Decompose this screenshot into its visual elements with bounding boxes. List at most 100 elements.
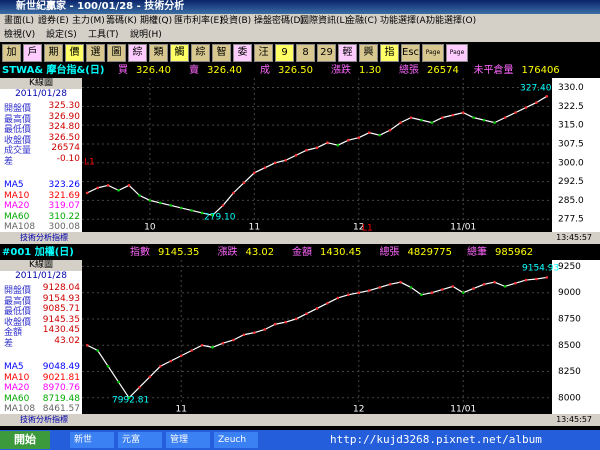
y-tick-label: 9000 — [558, 288, 581, 298]
price-point — [357, 136, 361, 139]
price-point — [294, 153, 298, 157]
chart: 330.0 322.5 315.0 307.5 300.0 292.5 285.0 277.5… — [82, 78, 600, 232]
task-item[interactable]: Zeuch — [214, 432, 258, 448]
menu-item[interactable]: 金融(C) — [346, 16, 378, 26]
ma-value: 319.07 — [48, 201, 81, 211]
toolbar-button[interactable]: 8 — [296, 44, 315, 62]
row-label: 收盤價 — [4, 317, 32, 328]
price-point — [253, 171, 256, 175]
menu-item[interactable]: 說明(H) — [130, 30, 162, 40]
y-tick-label: 307.5 — [558, 139, 584, 149]
ma-value: 8461.57 — [42, 404, 80, 414]
ma-label: MA5 — [4, 180, 24, 190]
menu-item[interactable]: 期權(Q) — [140, 16, 173, 26]
toolbar-button[interactable]: 類 — [149, 44, 168, 62]
price-point — [514, 111, 517, 114]
price-line — [86, 95, 548, 216]
price-point — [503, 285, 507, 288]
price-point — [451, 285, 455, 288]
menu-item[interactable]: 主力(M) — [72, 16, 105, 26]
start-button[interactable]: 開始 — [0, 431, 50, 449]
price-point — [263, 328, 267, 331]
y-tick-label: 322.5 — [558, 102, 584, 112]
toolbar-button[interactable]: 汪 — [254, 44, 273, 62]
panel-header: #001 加權(日) 指數 9145.35 漲跌 43.02 金額 1430.45 總張 482… — [0, 246, 600, 260]
price-point — [430, 121, 434, 124]
toolbar-button[interactable]: 綜 — [191, 44, 210, 62]
price-point — [347, 293, 350, 297]
menu-item[interactable]: 操盤密碼(D) — [254, 16, 304, 26]
row-value: 324.80 — [48, 122, 81, 132]
toolbar-button[interactable]: 輕 — [338, 44, 357, 62]
price-point — [472, 116, 475, 119]
menu-item[interactable]: 證券(E) — [38, 16, 69, 26]
menu-item[interactable]: 功能選擇(A) — [380, 16, 430, 26]
menu-item[interactable]: 投資(B) — [220, 16, 252, 26]
toolbar-button[interactable]: 價 — [65, 44, 84, 62]
price-point — [420, 293, 423, 297]
toolbar-button[interactable]: 29 — [317, 44, 336, 62]
row-label: 差 — [4, 156, 14, 167]
symbol: STWA& 摩台指&(日) — [2, 65, 105, 76]
price-point — [138, 385, 141, 389]
ma-label: MA60 — [4, 211, 30, 222]
y-tick-label: 9250 — [558, 262, 581, 272]
ma-value: 321.69 — [48, 190, 81, 201]
toolbar-button[interactable]: Page Up — [422, 44, 444, 62]
price-point — [138, 194, 141, 197]
toolbar-button[interactable]: Page Down — [446, 44, 468, 62]
row-value: 43.02 — [54, 335, 80, 346]
y-tick-label: 8250 — [558, 367, 581, 377]
toolbar-button[interactable]: 戶 — [23, 44, 42, 62]
toolbar-button[interactable]: 指 — [380, 44, 399, 62]
menu-item[interactable]: 檢視(V) — [4, 30, 36, 40]
row-label: 最低價 — [4, 307, 32, 317]
menu-item[interactable]: 工具(T) — [88, 30, 119, 40]
ma-label: MA10 — [4, 372, 30, 383]
toolbar-button[interactable]: 選 — [86, 44, 105, 62]
toolbar-button[interactable]: 委 — [233, 44, 252, 62]
price-point — [200, 343, 204, 347]
x-tick-label: 11 — [175, 405, 186, 415]
task-item[interactable]: 元富 — [118, 432, 162, 448]
toolbar-button[interactable]: 觸 — [170, 44, 189, 62]
menu-item[interactable]: 功能選擇(O) — [426, 16, 477, 26]
menu-item[interactable]: 籌碼(K) — [106, 16, 137, 26]
menu-item[interactable]: 畫面(L) — [4, 16, 35, 26]
price-point — [169, 204, 173, 207]
toolbar-button[interactable]: 綜 — [128, 44, 147, 62]
menu-item[interactable]: 國際資訊(L) — [300, 16, 349, 26]
price-point — [535, 101, 538, 104]
status-bar: 技術分析指標 13:45:57 — [0, 414, 600, 426]
row-value: 9128.04 — [42, 283, 80, 293]
sidebar-date: 2011/01/28 — [15, 271, 67, 281]
y-tick-label: 330.0 — [558, 83, 584, 93]
row-value: 325.30 — [48, 101, 81, 111]
price-point — [441, 116, 444, 119]
toolbar-button[interactable]: 興 — [359, 44, 378, 62]
menu-item[interactable]: 設定(S) — [46, 30, 77, 40]
price-point — [514, 281, 517, 285]
toolbar-button[interactable]: Esc — [401, 44, 420, 62]
price-point — [430, 291, 434, 294]
y-tick-label: 277.5 — [558, 215, 584, 225]
toolbar-button[interactable]: 圖 — [107, 44, 126, 62]
quote-value: 1.30 — [359, 65, 382, 76]
annotation: 9154.93 — [522, 264, 559, 274]
row-value: 9085.71 — [42, 304, 80, 314]
y-tick-label: 285.0 — [558, 196, 584, 206]
quote-value: 326.50 — [278, 65, 313, 76]
toolbar-button[interactable]: 加 — [2, 44, 21, 62]
task-item[interactable]: 新世 — [70, 432, 114, 448]
price-point — [367, 131, 371, 134]
menu-item[interactable]: 匯市利率(E) — [174, 16, 223, 26]
sidebar-title: K線圖 — [0, 260, 82, 271]
toolbar-button[interactable]: 9 — [275, 44, 294, 62]
quote-label: 買 — [118, 65, 128, 76]
price-point — [472, 287, 475, 290]
price-point — [169, 359, 173, 363]
task-item[interactable]: 管理 — [166, 432, 210, 448]
toolbar-button[interactable]: 智 — [212, 44, 231, 62]
toolbar-button[interactable]: 期 — [44, 44, 63, 62]
